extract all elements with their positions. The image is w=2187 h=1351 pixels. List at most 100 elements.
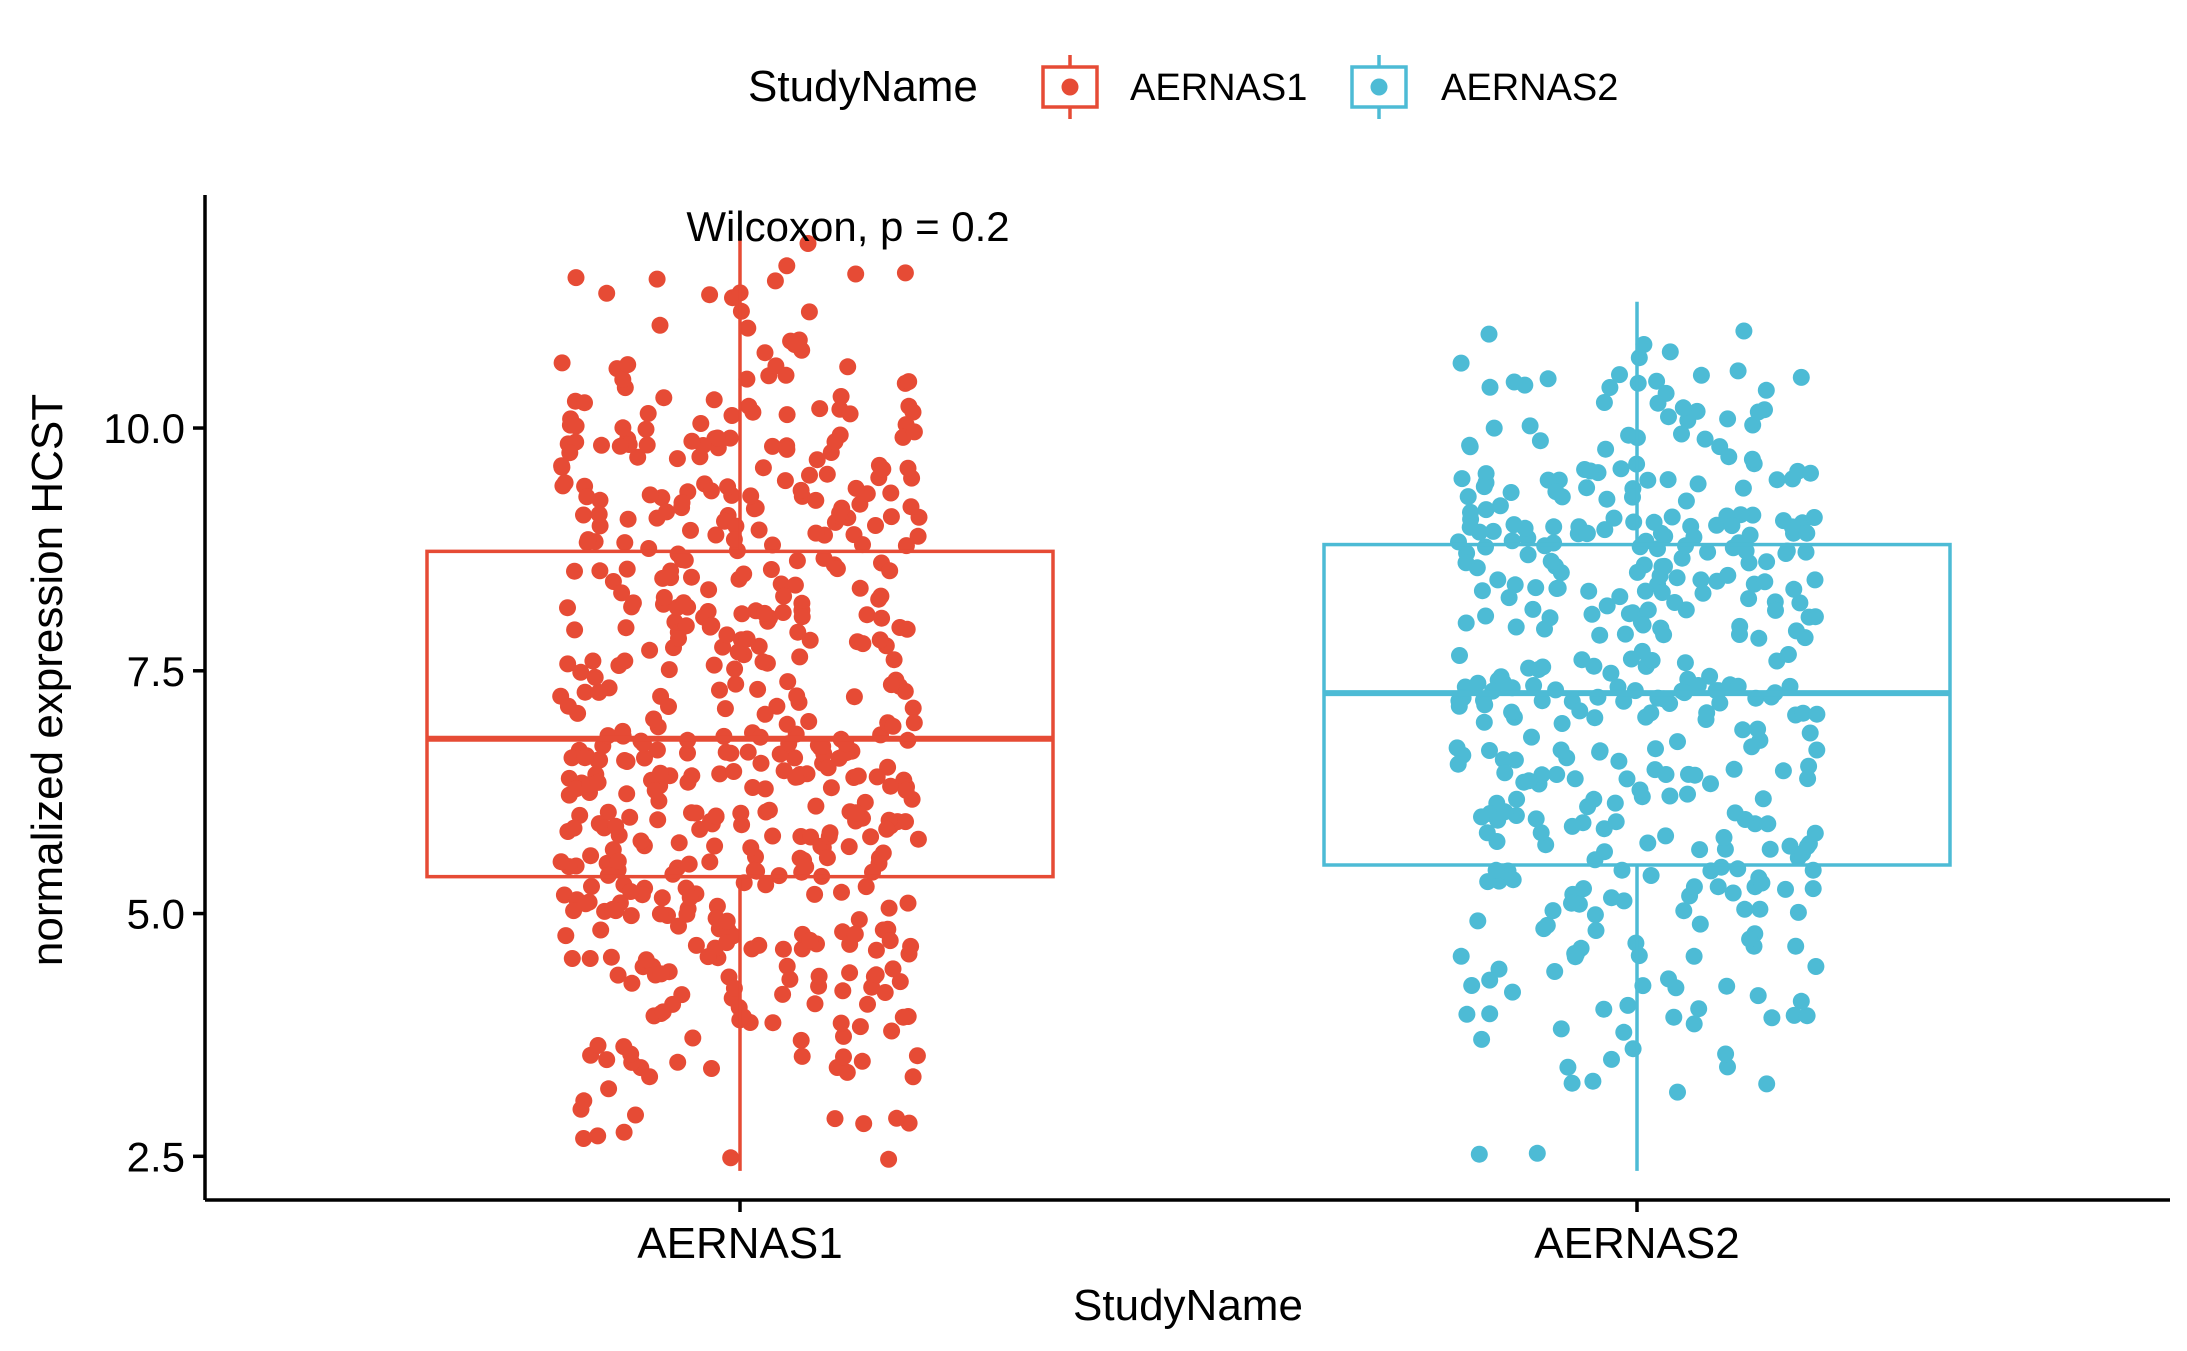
data-point-aernas1 (615, 1038, 633, 1056)
data-point-aernas1 (766, 272, 784, 290)
data-point-aernas2 (1473, 1030, 1491, 1048)
data-point-aernas1 (756, 780, 774, 798)
data-point-aernas2 (1637, 708, 1655, 726)
data-point-aernas1 (833, 883, 850, 901)
data-point-aernas2 (1630, 947, 1648, 965)
data-point-aernas2 (1473, 808, 1490, 826)
data-point-aernas2 (1450, 697, 1468, 715)
data-point-aernas2 (1580, 582, 1598, 600)
data-point-aernas1 (778, 957, 796, 975)
data-point-aernas1 (792, 1031, 810, 1049)
data-point-aernas2 (1749, 720, 1767, 738)
data-point-aernas1 (764, 1014, 782, 1032)
data-point-aernas1 (684, 1029, 702, 1047)
data-point-aernas1 (826, 433, 844, 451)
data-point-aernas2 (1802, 464, 1819, 482)
data-point-aernas2 (1504, 871, 1522, 889)
data-point-aernas1 (786, 336, 804, 353)
data-point-aernas1 (749, 680, 767, 698)
data-point-aernas1 (707, 526, 725, 544)
data-point-aernas2 (1774, 762, 1792, 780)
data-point-aernas2 (1496, 764, 1514, 782)
data-point-aernas1 (834, 923, 852, 941)
data-point-aernas2 (1535, 920, 1553, 938)
data-point-aernas1 (781, 970, 799, 988)
data-point-aernas1 (898, 620, 916, 638)
data-point-aernas1 (673, 494, 691, 512)
data-point-aernas2 (1595, 394, 1613, 411)
data-point-aernas1 (575, 506, 592, 524)
data-point-aernas2 (1578, 525, 1596, 543)
data-point-aernas1 (818, 465, 836, 483)
data-point-aernas2 (1598, 490, 1616, 508)
data-point-aernas2 (1541, 609, 1559, 627)
data-point-aernas1 (598, 1051, 616, 1069)
data-point-aernas2 (1488, 833, 1506, 850)
data-point-aernas2 (1798, 1007, 1816, 1025)
data-point-aernas2 (1655, 626, 1673, 644)
data-point-aernas2 (1660, 970, 1677, 988)
data-point-aernas2 (1586, 906, 1604, 924)
data-point-aernas1 (899, 459, 917, 477)
data-point-aernas1 (739, 743, 757, 761)
data-point-aernas1 (801, 631, 819, 649)
data-point-aernas1 (622, 883, 640, 900)
data-point-aernas1 (756, 604, 774, 622)
data-point-aernas1 (801, 931, 819, 949)
data-point-aernas2 (1691, 841, 1709, 859)
data-point-aernas2 (1481, 1005, 1499, 1023)
data-point-aernas1 (652, 965, 670, 983)
data-point-aernas1 (699, 603, 717, 620)
data-point-aernas1 (880, 1150, 898, 1168)
data-point-aernas2 (1806, 571, 1824, 589)
data-point-aernas1 (598, 284, 616, 302)
data-point-aernas1 (637, 420, 655, 438)
data-point-aernas1 (742, 487, 760, 505)
data-point-aernas2 (1475, 713, 1493, 731)
data-point-aernas1 (894, 1008, 912, 1026)
data-point-aernas2 (1605, 509, 1623, 527)
data-point-aernas1 (862, 828, 880, 846)
data-point-aernas2 (1785, 580, 1803, 598)
y-tick-label: 5.0 (127, 891, 185, 938)
data-point-aernas1 (725, 763, 743, 780)
data-point-aernas2 (1473, 582, 1491, 600)
data-point-aernas2 (1749, 987, 1767, 1005)
data-point-aernas2 (1657, 827, 1675, 845)
data-point-aernas2 (1553, 715, 1571, 732)
data-point-aernas2 (1692, 571, 1710, 589)
data-point-aernas2 (1527, 579, 1545, 597)
data-point-aernas2 (1757, 381, 1775, 399)
data-point-aernas2 (1719, 410, 1737, 428)
data-point-aernas2 (1691, 915, 1709, 933)
data-point-aernas1 (885, 651, 903, 669)
data-point-aernas2 (1524, 600, 1542, 618)
data-point-aernas1 (764, 536, 781, 554)
data-point-aernas2 (1781, 837, 1799, 855)
data-point-aernas1 (896, 682, 914, 700)
data-point-aernas1 (567, 780, 585, 798)
data-point-aernas1 (617, 619, 635, 637)
data-point-aernas1 (589, 1127, 607, 1145)
data-point-aernas2 (1566, 770, 1584, 788)
data-point-aernas1 (764, 437, 781, 455)
legend-key-aernas2 (1350, 55, 1408, 119)
data-point-aernas2 (1801, 724, 1819, 742)
data-point-aernas2 (1635, 336, 1653, 353)
data-point-aernas2 (1685, 947, 1703, 965)
data-point-aernas1 (881, 932, 899, 950)
data-point-aernas1 (622, 907, 640, 925)
data-point-aernas1 (651, 316, 669, 334)
data-point-aernas2 (1729, 362, 1747, 380)
data-point-aernas2 (1661, 787, 1679, 805)
data-point-aernas2 (1480, 325, 1498, 343)
data-point-aernas2 (1792, 992, 1810, 1010)
data-point-aernas1 (589, 773, 607, 791)
data-point-aernas2 (1740, 590, 1758, 608)
data-point-aernas1 (604, 900, 622, 918)
data-point-aernas1 (702, 482, 720, 500)
data-point-aernas2 (1523, 728, 1540, 746)
data-point-aernas2 (1668, 569, 1686, 587)
data-point-aernas1 (768, 697, 786, 715)
data-point-aernas1 (854, 536, 871, 554)
